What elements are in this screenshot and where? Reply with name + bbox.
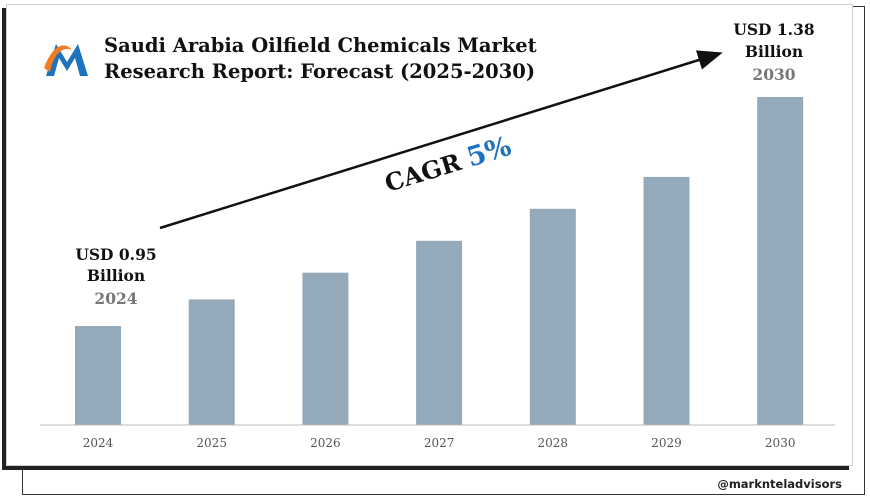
bar-2028 — [529, 208, 576, 425]
x-tick-label-2029: 2029 — [651, 436, 682, 450]
bar-2024 — [75, 326, 121, 425]
start-value: USD 0.95 — [75, 245, 156, 264]
start-value-callout: USD 0.95 Billion 2024 — [75, 245, 156, 308]
end-value-callout: USD 1.38 Billion 2030 — [733, 20, 814, 84]
start-year: 2024 — [94, 289, 137, 308]
cagr-label: CAGR 5% — [381, 131, 515, 198]
bar-2027 — [416, 240, 463, 425]
bar-2025 — [188, 299, 235, 425]
x-tick-label-2030: 2030 — [765, 436, 796, 450]
end-year: 2030 — [752, 65, 795, 84]
start-unit: Billion — [87, 266, 145, 285]
bar-2029 — [643, 176, 690, 425]
chart-title-line2: Research Report: Forecast (2025-2030) — [104, 60, 536, 83]
trend-arrow — [159, 50, 723, 230]
watermark: @marknteladvisors — [717, 477, 842, 491]
x-tick-label-2026: 2026 — [310, 436, 341, 450]
end-unit: Billion — [745, 42, 803, 61]
bar-2030 — [757, 97, 804, 425]
cagr-value: 5% — [463, 131, 515, 174]
x-tick-label-2024: 2024 — [83, 436, 114, 450]
x-tick-label-2025: 2025 — [196, 436, 227, 450]
x-tick-label-2027: 2027 — [424, 436, 455, 450]
marknteladvisors-logo-icon — [44, 44, 88, 76]
bar-2026 — [302, 272, 349, 425]
x-tick-label-2028: 2028 — [538, 436, 569, 450]
chart-title-line1: Saudi Arabia Oilfield Chemicals Market — [104, 34, 537, 57]
chart-title: Saudi Arabia Oilfield Chemicals Market R… — [104, 33, 604, 85]
end-value: USD 1.38 — [733, 20, 814, 39]
